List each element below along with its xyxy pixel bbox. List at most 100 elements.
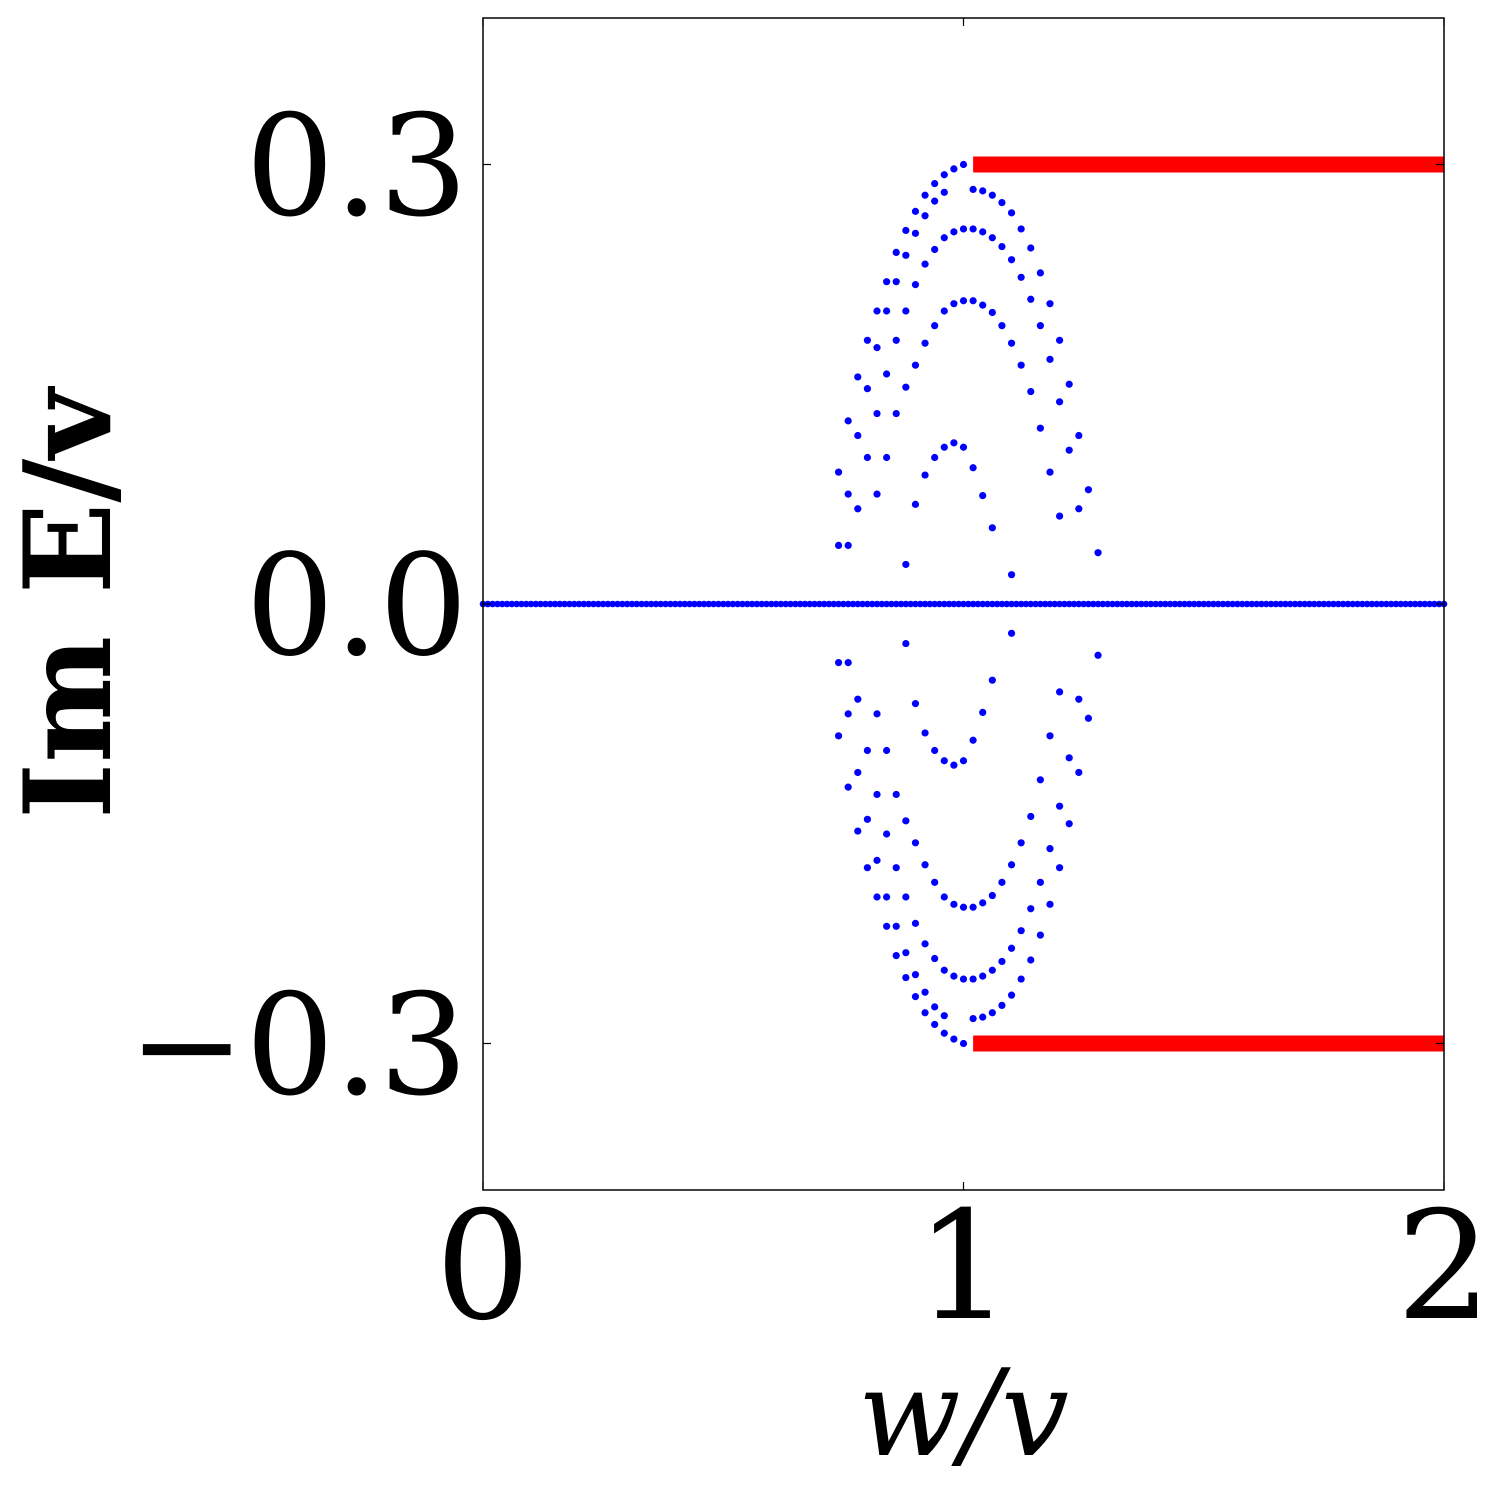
baseline-point — [719, 600, 727, 608]
data-point — [1017, 361, 1025, 369]
baseline-point — [1046, 600, 1054, 608]
data-point — [883, 830, 891, 838]
data-point — [950, 439, 958, 447]
baseline-point — [1070, 600, 1078, 608]
baseline-point — [1349, 600, 1357, 608]
baseline-point — [1392, 600, 1400, 608]
baseline-point — [671, 600, 679, 608]
data-point — [950, 300, 958, 308]
data-point — [902, 560, 910, 569]
baseline-point — [1190, 600, 1198, 608]
data-point — [931, 746, 939, 755]
data-point — [921, 471, 929, 479]
baseline-point — [1200, 600, 1208, 608]
data-point — [854, 695, 862, 703]
baseline-point — [585, 600, 593, 608]
data-point — [834, 732, 843, 740]
data-point — [873, 893, 881, 901]
data-point — [873, 710, 881, 718]
baseline-point — [537, 600, 544, 608]
data-point — [1036, 931, 1044, 939]
data-point — [1017, 273, 1025, 281]
baseline-point — [1229, 600, 1236, 608]
data-point — [988, 234, 996, 242]
data-point — [1027, 244, 1035, 252]
data-point — [1007, 256, 1016, 264]
data-point — [1046, 355, 1054, 363]
data-point — [1084, 714, 1093, 722]
y-axis-label: Im E/v — [0, 386, 139, 819]
baseline-point — [912, 600, 919, 608]
baseline-point — [969, 600, 977, 608]
data-point — [911, 919, 920, 927]
data-point — [873, 856, 881, 864]
baseline-point — [1186, 600, 1193, 608]
data-point — [950, 761, 958, 769]
baseline-point — [1431, 600, 1438, 608]
baseline-point — [1248, 600, 1256, 608]
baseline-point — [897, 600, 905, 608]
data-point — [1036, 322, 1044, 330]
data-point — [940, 234, 948, 242]
data-point — [959, 975, 968, 983]
data-point — [959, 443, 968, 451]
data-point — [998, 198, 1006, 207]
data-point — [931, 197, 939, 205]
data-point — [988, 191, 996, 199]
baseline-point — [570, 600, 578, 608]
data-point — [902, 639, 910, 648]
baseline-point — [873, 600, 881, 608]
y-tick-label: −0.3 — [128, 965, 468, 1128]
data-point — [1056, 336, 1064, 344]
baseline-point — [729, 600, 737, 608]
data-point — [854, 505, 862, 513]
baseline-point — [633, 600, 641, 608]
data-point — [1036, 878, 1044, 886]
baseline-point — [1344, 600, 1352, 608]
baseline-point — [546, 600, 554, 608]
data-point — [921, 729, 929, 737]
data-point — [892, 790, 900, 799]
baseline-point — [561, 600, 568, 608]
baseline-point — [1291, 600, 1299, 608]
data-point — [979, 491, 987, 500]
baseline-point — [859, 600, 866, 608]
baseline-point — [849, 600, 857, 608]
data-point — [959, 297, 968, 305]
baseline-point — [1128, 600, 1135, 608]
baseline-point — [527, 600, 535, 608]
baseline-point — [638, 600, 645, 608]
baseline-point — [1099, 600, 1107, 608]
baseline-point — [777, 600, 785, 608]
data-point — [854, 768, 862, 777]
data-point — [1094, 651, 1102, 659]
y-tick-label: 0.3 — [245, 86, 468, 249]
baseline-point — [566, 600, 573, 608]
data-point — [959, 757, 968, 765]
data-point — [979, 899, 987, 907]
baseline-point — [1137, 600, 1145, 608]
data-point — [969, 903, 977, 911]
baseline-point — [1238, 600, 1246, 608]
data-point — [1027, 295, 1035, 303]
baseline-point — [883, 600, 890, 608]
baseline-point — [806, 600, 814, 608]
baseline-point — [753, 600, 761, 608]
x-axis-label: w/v — [858, 1345, 1069, 1484]
baseline-point — [1243, 600, 1251, 608]
data-point — [998, 1001, 1006, 1010]
baseline-point — [542, 600, 549, 608]
data-point — [998, 957, 1006, 966]
baseline-point — [936, 600, 943, 608]
x-tick-label: 0 — [435, 1180, 530, 1354]
data-point — [1075, 431, 1083, 440]
data-point — [988, 966, 996, 974]
baseline-point — [595, 600, 602, 608]
baseline-point — [1013, 600, 1020, 608]
baseline-point — [498, 600, 506, 608]
data-point — [969, 975, 977, 983]
data-point — [883, 746, 891, 755]
data-point — [892, 336, 900, 344]
baseline-point — [724, 600, 732, 608]
